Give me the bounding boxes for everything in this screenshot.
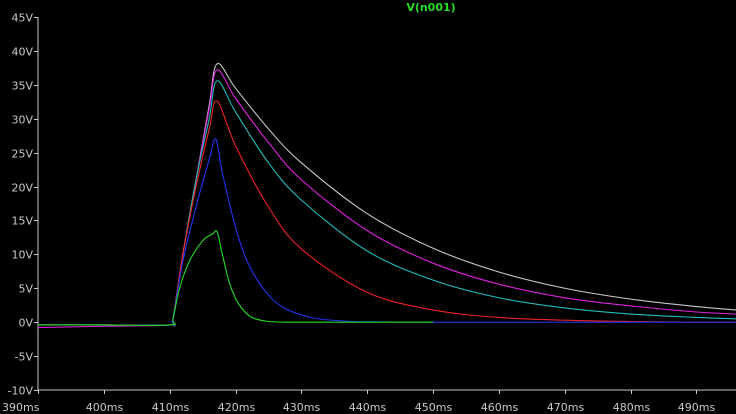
x-tick-label: 420ms: [218, 401, 256, 414]
x-tick-label: 440ms: [349, 401, 387, 414]
y-tick-label: 15V: [11, 215, 33, 228]
series-line-4: [38, 100, 736, 327]
series-line-2: [37, 69, 736, 329]
x-tick-label: 480ms: [613, 401, 651, 414]
y-tick-label: 20V: [11, 182, 33, 195]
y-tick-label: 35V: [11, 80, 33, 93]
series-line-1: [38, 63, 736, 327]
series-line-6: [38, 230, 434, 326]
axes: -10V -5V 0V 5V 10V 15V 20V 25V 30V 35V 40V 45V 390ms…: [2, 12, 736, 414]
x-tick-label: 470ms: [547, 401, 585, 414]
y-tick-label: 5V: [18, 283, 33, 296]
series-group: [37, 63, 736, 329]
y-tick-label: 25V: [11, 148, 33, 161]
x-tick-label: 490ms: [678, 401, 716, 414]
x-tick-label: 410ms: [152, 401, 190, 414]
x-tick-label: 460ms: [481, 401, 519, 414]
y-tick-label: 45V: [11, 12, 33, 25]
x-tick-label: 430ms: [283, 401, 321, 414]
y-tick-label: 30V: [11, 114, 33, 127]
series-line-5: [38, 138, 736, 326]
chart-title: V(n001): [406, 1, 455, 14]
x-tick-label: 450ms: [415, 401, 453, 414]
y-tick-label: -10V: [8, 385, 34, 398]
x-tick-label: 400ms: [86, 401, 124, 414]
x-tick-label: 390ms: [2, 401, 40, 414]
y-tick-label: 40V: [11, 46, 33, 59]
series-line-3: [38, 80, 736, 327]
y-tick-label: -5V: [15, 351, 34, 364]
y-tick-label: 10V: [11, 249, 33, 262]
plot-frame: [37, 17, 736, 391]
y-tick-label: 0V: [18, 317, 33, 330]
